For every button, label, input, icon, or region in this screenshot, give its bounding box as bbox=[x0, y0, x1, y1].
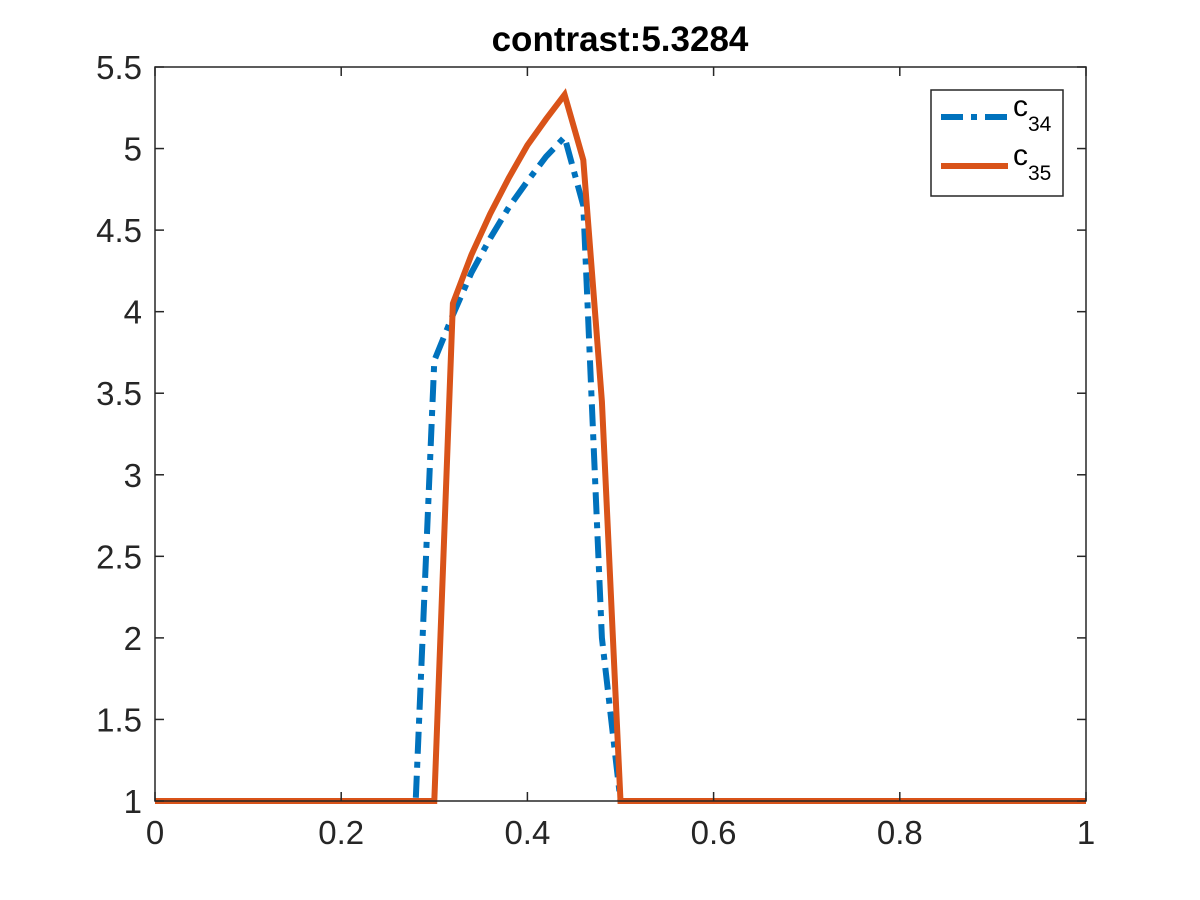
axes-box bbox=[154, 66, 1087, 802]
series-line-c34 bbox=[155, 131, 1086, 804]
x-tick-label: 0.8 bbox=[877, 814, 923, 851]
y-tick-label: 5 bbox=[124, 131, 142, 168]
x-tick-label: 0 bbox=[146, 814, 164, 851]
series-line-c35 bbox=[155, 88, 1086, 804]
x-tick-label: 0.4 bbox=[504, 814, 550, 851]
y-tick-label: 1.5 bbox=[96, 701, 142, 738]
y-tick-label: 2 bbox=[124, 620, 142, 657]
x-tick-label: 0.2 bbox=[318, 814, 364, 851]
series-layer bbox=[155, 88, 1086, 804]
y-tick-label: 5.5 bbox=[96, 49, 142, 86]
x-tick-label: 0.6 bbox=[691, 814, 737, 851]
y-tick-label: 3 bbox=[124, 457, 142, 494]
ticks-layer: 0 0.2 0.4 0.6 0.8 1 1 1.5 2 2.5 3 3.5 4 4.5 5 5.5 bbox=[96, 49, 1095, 851]
y-tick-label: 1 bbox=[124, 783, 142, 820]
chart-title: contrast:5.3284 bbox=[492, 20, 749, 59]
y-tick-label: 3.5 bbox=[96, 375, 142, 412]
legend-box bbox=[930, 89, 1064, 197]
y-tick-label: 4.5 bbox=[96, 212, 142, 249]
y-tick-label: 4 bbox=[124, 294, 142, 331]
x-tick-label: 1 bbox=[1077, 814, 1095, 851]
y-tick-label: 2.5 bbox=[96, 538, 142, 575]
